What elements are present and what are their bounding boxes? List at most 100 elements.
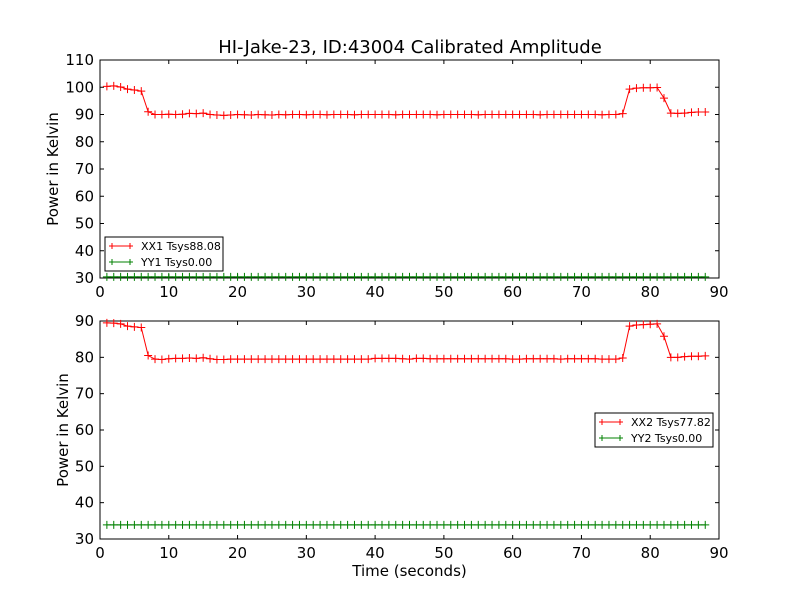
data-point: [116, 520, 125, 529]
x-tick-label: 60: [503, 544, 522, 562]
data-point: [391, 110, 400, 119]
data-point: [192, 272, 201, 281]
data-point: [529, 272, 538, 281]
data-point: [164, 272, 173, 281]
data-point: [144, 272, 153, 281]
data-point: [488, 272, 497, 281]
data-point: [501, 110, 510, 119]
data-point: [185, 520, 194, 529]
data-point: [632, 520, 641, 529]
x-tick-label: 20: [228, 283, 247, 301]
data-point: [536, 110, 545, 119]
data-point: [501, 354, 510, 363]
data-point: [598, 110, 607, 119]
data-point: [570, 520, 579, 529]
data-point: [102, 82, 111, 91]
y-tick-label: 80: [75, 348, 94, 366]
data-point: [302, 110, 311, 119]
subplot-1: 0 10 20 30 40 50 60 70 80 90 30 40 50 60 70 80 90 100 110 P…: [44, 51, 729, 301]
data-point: [467, 354, 476, 363]
data-point: [439, 354, 448, 363]
data-point: [357, 272, 366, 281]
x-tick-label: 0: [95, 283, 105, 301]
x-tick-label: 70: [572, 283, 591, 301]
data-point: [659, 272, 668, 281]
data-point: [226, 355, 235, 364]
data-point: [157, 355, 166, 364]
data-point: [536, 354, 545, 363]
data-point: [178, 110, 187, 119]
data-point: [137, 272, 146, 281]
data-point: [543, 354, 552, 363]
data-point: [584, 354, 593, 363]
data-point: [439, 272, 448, 281]
data-point: [109, 319, 118, 328]
data-point: [302, 355, 311, 364]
data-point: [199, 520, 208, 529]
data-point: [494, 520, 503, 529]
data-point: [281, 272, 290, 281]
data-point: [673, 353, 682, 362]
data-point: [302, 520, 311, 529]
data-point: [481, 520, 490, 529]
data-point: [680, 272, 689, 281]
data-point: [123, 520, 132, 529]
data-point: [543, 272, 552, 281]
data-point: [364, 110, 373, 119]
legend-box: [104, 236, 224, 272]
data-point: [178, 354, 187, 363]
data-point: [384, 110, 393, 119]
data-point: [295, 355, 304, 364]
data-point: [577, 354, 586, 363]
x-tick-label: 40: [366, 544, 385, 562]
data-point: [632, 84, 641, 93]
y-tick-label: 110: [65, 51, 94, 69]
data-point: [680, 352, 689, 361]
data-point: [494, 354, 503, 363]
data-point: [226, 520, 235, 529]
legend-swatch-marker: [109, 243, 133, 249]
data-point: [309, 272, 318, 281]
data-point: [261, 355, 270, 364]
data-point: [309, 110, 318, 119]
data-point: [343, 110, 352, 119]
data-point: [295, 520, 304, 529]
data-point: [322, 272, 331, 281]
data-point: [529, 354, 538, 363]
data-point: [144, 351, 153, 360]
data-point: [488, 110, 497, 119]
data-point: [192, 354, 201, 363]
data-point: [267, 111, 276, 120]
legend-entry: YY1 Tsys0.00: [140, 256, 212, 269]
data-point: [322, 355, 331, 364]
data-point: [673, 109, 682, 118]
data-point: [274, 520, 283, 529]
data-point: [329, 520, 338, 529]
data-point: [666, 109, 675, 118]
data-point: [116, 272, 125, 281]
data-point: [377, 354, 386, 363]
data-point: [632, 320, 641, 329]
data-point: [501, 272, 510, 281]
x-tick-label: 90: [709, 544, 728, 562]
data-point: [343, 520, 352, 529]
data-point: [646, 272, 655, 281]
data-point: [701, 520, 710, 529]
data-point: [288, 355, 297, 364]
data-point: [515, 272, 524, 281]
data-point: [529, 110, 538, 119]
y-tick-label: 30: [75, 530, 94, 548]
data-point: [426, 354, 435, 363]
data-point: [130, 272, 139, 281]
x-tick-label: 10: [159, 544, 178, 562]
legend-entry: XX1 Tsys88.08: [141, 240, 221, 253]
data-point: [137, 520, 146, 529]
data-point: [219, 272, 228, 281]
data-point: [405, 110, 414, 119]
legend: XX2 Tsys77.82 YY2 Tsys0.00: [594, 412, 714, 448]
data-point: [501, 520, 510, 529]
series-yy1: [102, 272, 710, 281]
legend-swatch-marker: [599, 419, 623, 425]
x-tick-label: 40: [366, 283, 385, 301]
